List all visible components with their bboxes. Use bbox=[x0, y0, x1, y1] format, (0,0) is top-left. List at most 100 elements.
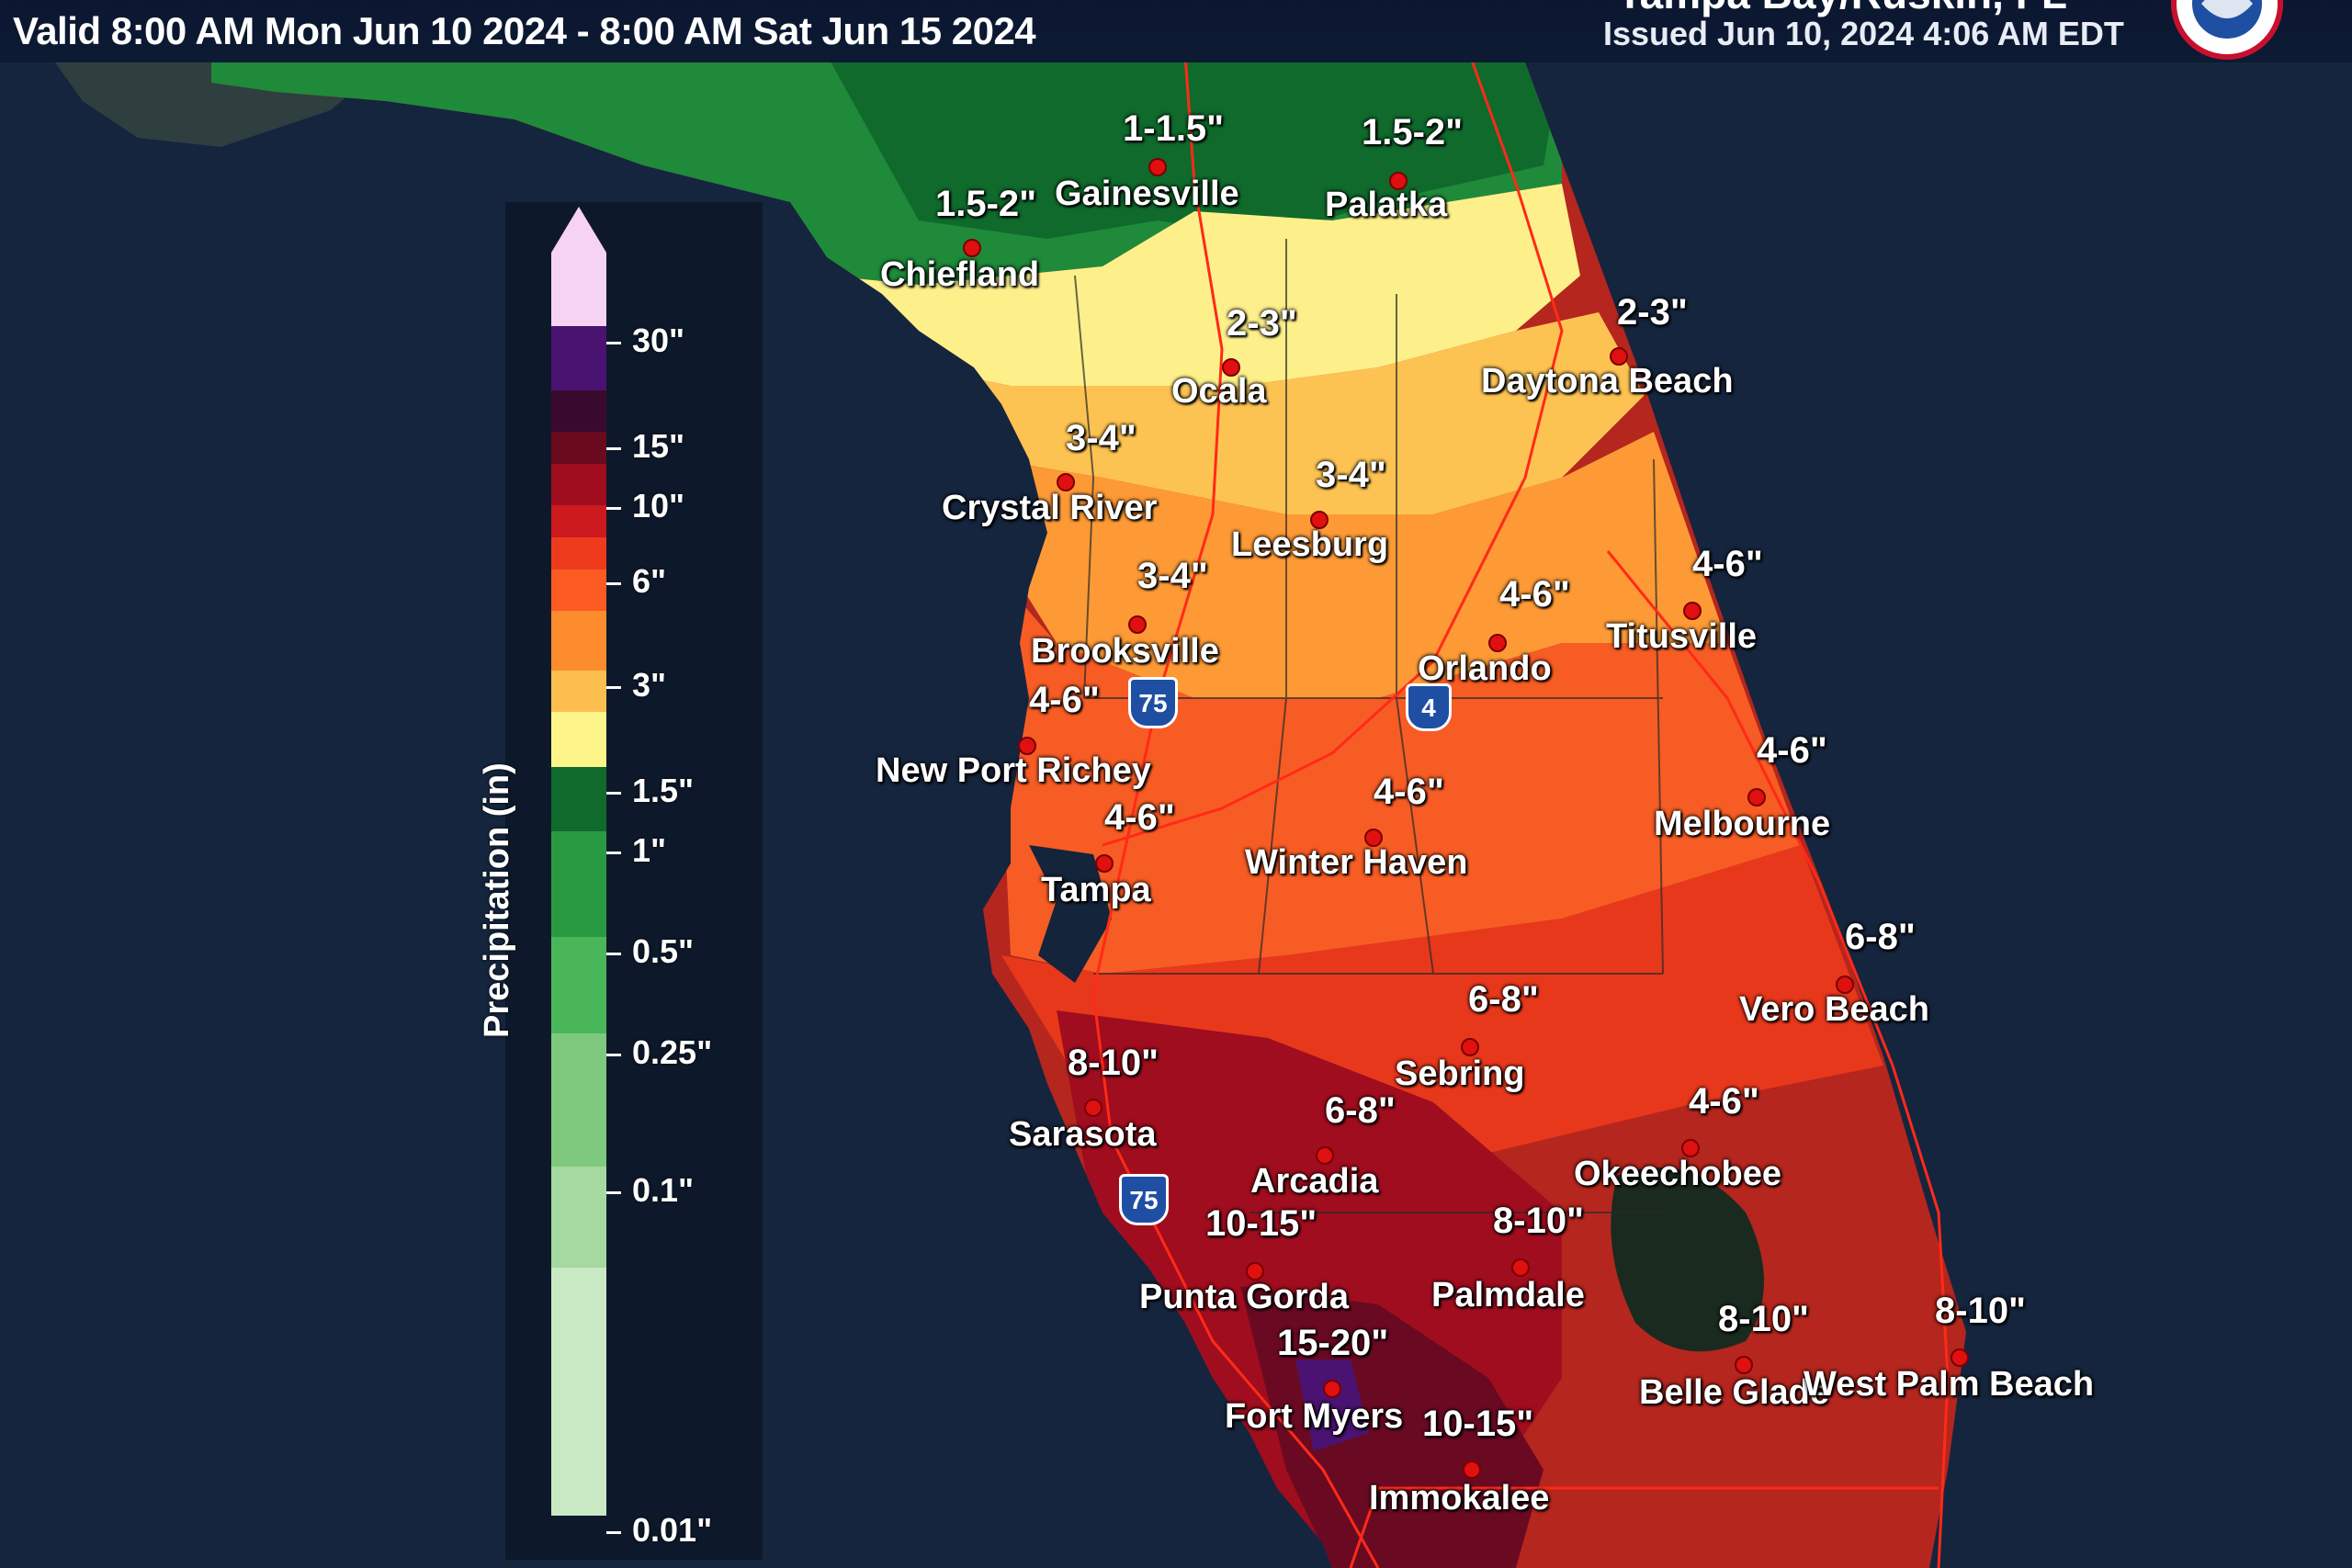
city-marker-icon bbox=[1323, 1380, 1341, 1398]
legend-tick bbox=[606, 686, 621, 689]
city-label: Sarasota bbox=[1009, 1115, 1157, 1154]
rainfall-amount-label: 4-6" bbox=[1689, 1081, 1759, 1122]
legend-tick bbox=[606, 342, 621, 344]
legend-tick bbox=[606, 792, 621, 795]
rainfall-amount-label: 4-6" bbox=[1692, 544, 1763, 584]
nws-logo-icon bbox=[2171, 0, 2283, 60]
city-label: Immokalee bbox=[1369, 1479, 1550, 1517]
city-label: Ocala bbox=[1171, 372, 1267, 411]
legend-color-swatch bbox=[551, 937, 606, 1033]
interstate-shield: 75 bbox=[1128, 677, 1178, 728]
city-marker-icon bbox=[1610, 347, 1628, 366]
rainfall-amount-label: 6-8" bbox=[1468, 979, 1539, 1020]
rainfall-amount-label: 15-20" bbox=[1277, 1323, 1389, 1363]
city-label: Titusville bbox=[1606, 617, 1758, 656]
legend-tick bbox=[606, 1531, 621, 1534]
legend-label: 6" bbox=[632, 562, 667, 600]
legend-tick bbox=[606, 447, 621, 450]
rainfall-amount-label: 3-4" bbox=[1316, 455, 1386, 495]
city-marker-icon bbox=[1128, 615, 1147, 634]
rainfall-amount-label: 4-6" bbox=[1374, 772, 1444, 812]
city-label: Orlando bbox=[1418, 649, 1552, 688]
rainfall-amount-label: 4-6" bbox=[1104, 797, 1175, 838]
rainfall-amount-label: 4-6" bbox=[1029, 680, 1100, 720]
rainfall-amount-label: 3-4" bbox=[1066, 418, 1136, 458]
city-label: Daytona Beach bbox=[1481, 362, 1734, 400]
rainfall-amount-label: 8-10" bbox=[1493, 1201, 1585, 1241]
legend-label: 1" bbox=[632, 831, 667, 869]
legend-arrow-icon bbox=[551, 207, 606, 253]
office-title: Tampa Bay/Ruskin, FL bbox=[1617, 0, 2067, 18]
city-marker-icon bbox=[1463, 1461, 1481, 1479]
city-marker-icon bbox=[1364, 829, 1383, 847]
legend-color-swatch bbox=[551, 432, 606, 464]
city-label: Tampa bbox=[1041, 871, 1151, 909]
city-label: Brooksville bbox=[1031, 632, 1219, 671]
legend-color-swatch bbox=[551, 390, 606, 432]
city-marker-icon bbox=[1747, 788, 1766, 807]
city-marker-icon bbox=[1488, 634, 1507, 652]
rainfall-amount-label: 1.5-2" bbox=[935, 184, 1037, 224]
city-marker-icon bbox=[1084, 1099, 1102, 1117]
rainfall-amount-label: 4-6" bbox=[1757, 730, 1827, 771]
legend-color-swatch bbox=[551, 253, 606, 326]
legend-color-swatch bbox=[551, 505, 606, 537]
legend-color-swatch bbox=[551, 712, 606, 767]
city-marker-icon bbox=[1057, 473, 1075, 491]
rainfall-amount-label: 3-4" bbox=[1137, 556, 1208, 596]
legend-label: 10" bbox=[632, 487, 685, 525]
rainfall-amount-label: 2-3" bbox=[1617, 292, 1688, 333]
valid-period: Valid 8:00 AM Mon Jun 10 2024 - 8:00 AM … bbox=[13, 9, 1036, 52]
legend-label: 15" bbox=[632, 427, 685, 465]
legend-label: 3" bbox=[632, 666, 667, 704]
interstate-shield: 4 bbox=[1406, 683, 1452, 731]
legend-panel bbox=[505, 202, 763, 1560]
legend-color-swatch bbox=[551, 1033, 606, 1167]
city-marker-icon bbox=[1222, 358, 1240, 377]
legend-tick bbox=[606, 1191, 621, 1194]
legend-title: Precipitation (in) bbox=[478, 762, 516, 1038]
city-marker-icon bbox=[1735, 1356, 1753, 1374]
rainfall-amount-label: 10-15" bbox=[1422, 1404, 1534, 1444]
header-bar: Tampa Bay/Ruskin, FL Valid 8:00 AM Mon J… bbox=[0, 0, 2352, 62]
city-label: Punta Gorda bbox=[1139, 1278, 1350, 1316]
city-label: Sebring bbox=[1395, 1055, 1525, 1093]
legend-colorbar bbox=[551, 207, 606, 1516]
rainfall-amount-label: 4-6" bbox=[1499, 574, 1570, 615]
legend-label: 0.01" bbox=[632, 1511, 713, 1549]
city-label: Palatka bbox=[1325, 186, 1448, 224]
city-label: Palmdale bbox=[1431, 1276, 1585, 1314]
city-marker-icon bbox=[1148, 158, 1167, 176]
city-label: Gainesville bbox=[1055, 175, 1239, 213]
city-marker-icon bbox=[1511, 1258, 1530, 1277]
rainfall-amount-label: 6-8" bbox=[1845, 917, 1916, 957]
city-marker-icon bbox=[1389, 172, 1408, 190]
legend-label: 1.5" bbox=[632, 772, 695, 809]
city-label: New Port Richey bbox=[876, 751, 1151, 790]
city-label: Chiefland bbox=[880, 255, 1040, 294]
city-marker-icon bbox=[1246, 1262, 1264, 1280]
city-marker-icon bbox=[1951, 1348, 1969, 1367]
rainfall-amount-label: 8-10" bbox=[1935, 1291, 2027, 1331]
legend-color-swatch bbox=[551, 1167, 606, 1268]
issued-time: Issued Jun 10, 2024 4:06 AM EDT bbox=[1603, 15, 2124, 52]
city-marker-icon bbox=[1681, 1139, 1700, 1157]
city-label: Melbourne bbox=[1654, 805, 1831, 843]
legend-color-swatch bbox=[551, 767, 606, 831]
city-marker-icon bbox=[1095, 854, 1114, 873]
rainfall-amount-label: 8-10" bbox=[1068, 1043, 1159, 1083]
city-marker-icon bbox=[1683, 602, 1702, 620]
legend-color-swatch bbox=[551, 1268, 606, 1516]
city-marker-icon bbox=[963, 239, 981, 257]
legend-color-swatch bbox=[551, 464, 606, 505]
city-label: Vero Beach bbox=[1739, 990, 1929, 1029]
city-marker-icon bbox=[1018, 737, 1036, 755]
rainfall-amount-label: 8-10" bbox=[1718, 1299, 1810, 1339]
legend-color-swatch bbox=[551, 611, 606, 671]
legend-color-swatch bbox=[551, 537, 606, 570]
rainfall-amount-label: 1.5-2" bbox=[1362, 112, 1464, 152]
city-label: Leesburg bbox=[1231, 525, 1389, 564]
rainfall-amount-label: 2-3" bbox=[1227, 303, 1297, 344]
rainfall-amount-label: 10-15" bbox=[1205, 1203, 1317, 1244]
legend-color-swatch bbox=[551, 671, 606, 712]
